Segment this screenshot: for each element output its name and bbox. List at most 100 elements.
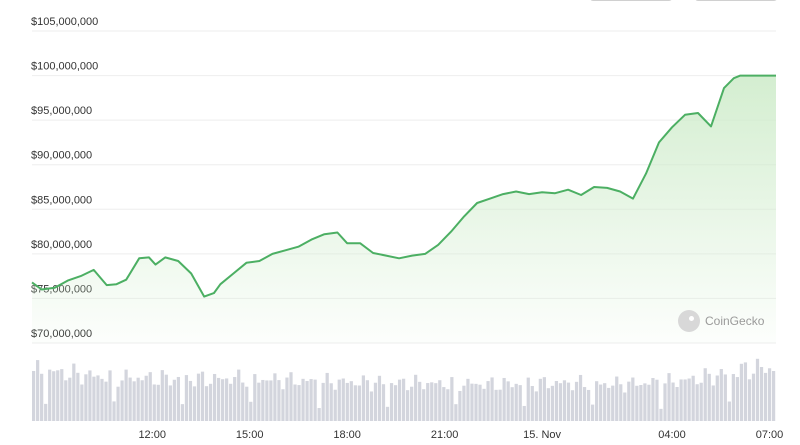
volume-bar [68, 377, 72, 421]
volume-bar [176, 376, 180, 421]
volume-bar [357, 385, 361, 421]
volume-bar [120, 380, 124, 421]
volume-bar [180, 404, 185, 421]
price-line [31, 74, 776, 298]
volume-bar [116, 386, 120, 421]
volume-bar [237, 369, 241, 421]
volume-bar [337, 379, 341, 421]
volume-bar [591, 404, 595, 421]
volume-bar [647, 384, 651, 421]
volume-bar [554, 380, 559, 421]
volume-bar [321, 382, 325, 421]
volume-bar [341, 378, 345, 421]
volume-bar [707, 373, 711, 421]
volume-bar [64, 380, 68, 421]
volume-bar [76, 372, 80, 421]
volume-bar [562, 380, 567, 421]
volume-bar [281, 389, 285, 421]
volume-bar [695, 384, 699, 421]
volume-bar [241, 382, 245, 421]
y-tick-label: $90,000,000 [31, 150, 92, 162]
y-tick-label: $100,000,000 [31, 61, 98, 73]
volume-bar [595, 381, 599, 421]
volume-bar [482, 388, 486, 421]
volume-bar [188, 380, 193, 421]
y-tick-label: $95,000,000 [31, 105, 92, 117]
volume-bar [643, 383, 647, 421]
volume-bar [212, 373, 217, 421]
volume-bar [160, 370, 164, 421]
volume-bar [285, 377, 289, 421]
volume-bar [755, 358, 760, 421]
volume-bar [691, 375, 695, 421]
volume-bar [196, 373, 201, 421]
volume-bar [442, 387, 446, 421]
volume-bar [538, 378, 542, 421]
volume-bar [40, 373, 44, 421]
volume-bar [558, 383, 563, 421]
volume-bar [313, 379, 317, 421]
volume-bar [699, 382, 703, 421]
volume-bar [297, 385, 301, 421]
x-tick-label: 15. Nov [523, 429, 561, 441]
volume-bar [566, 382, 571, 421]
volume-bar [514, 383, 518, 421]
volume-bar [221, 379, 225, 421]
volume-bar [470, 383, 474, 421]
watermark-text: CoinGecko [705, 314, 765, 328]
volume-bar [80, 384, 84, 421]
volume-bar [389, 383, 394, 421]
volume-bar [450, 377, 454, 421]
volume-bar [172, 379, 176, 421]
volume-bar [204, 386, 209, 421]
volume-bar [743, 362, 748, 421]
volume-bar [603, 383, 607, 421]
volume-bar [253, 374, 257, 421]
volume-bar [599, 384, 603, 421]
volume-bar [293, 384, 297, 421]
volume-bar [401, 378, 406, 421]
coingecko-watermark: CoinGecko [678, 310, 764, 332]
volume-bar [619, 384, 623, 421]
volume-bar [675, 386, 679, 421]
volume-bar [32, 370, 36, 421]
y-tick-label: $105,000,000 [31, 16, 98, 28]
volume-bar [301, 378, 305, 421]
volume-bar [317, 408, 321, 421]
volume-bar [510, 387, 514, 421]
volume-bar [52, 371, 56, 421]
volume-bar [526, 377, 530, 421]
volume-bar [671, 382, 675, 421]
volume-bar [426, 383, 430, 421]
volume-bar [546, 388, 550, 421]
volume-bar [168, 385, 172, 421]
volume-bar [578, 374, 583, 421]
volume-bar [498, 389, 502, 421]
volume-bar [393, 385, 398, 421]
volume-bar [458, 390, 462, 421]
volume-bar [152, 384, 156, 421]
volume-bar [245, 386, 249, 421]
volume-bar [486, 381, 490, 421]
volume-bar [269, 380, 273, 421]
volume-bar [92, 376, 96, 421]
volume-bar [679, 379, 683, 421]
volume-bar [277, 380, 281, 421]
volume-bar [325, 372, 329, 421]
volume-bar [108, 370, 112, 421]
volume-bar [635, 385, 639, 421]
volume-bar [385, 406, 390, 421]
volume-bar [136, 377, 140, 421]
volume-bar [164, 374, 168, 421]
volume-bar [156, 384, 160, 421]
volume-bar [683, 379, 687, 421]
volume-bar [257, 382, 261, 421]
x-tick-label: 12:00 [138, 429, 166, 441]
volume-bar [494, 389, 498, 421]
volume-bar [229, 383, 233, 421]
volume-bar [72, 363, 76, 421]
volume-bar [349, 381, 353, 421]
volume-bar [377, 375, 382, 421]
volume-bar [361, 375, 365, 421]
volume-bar [96, 375, 100, 421]
